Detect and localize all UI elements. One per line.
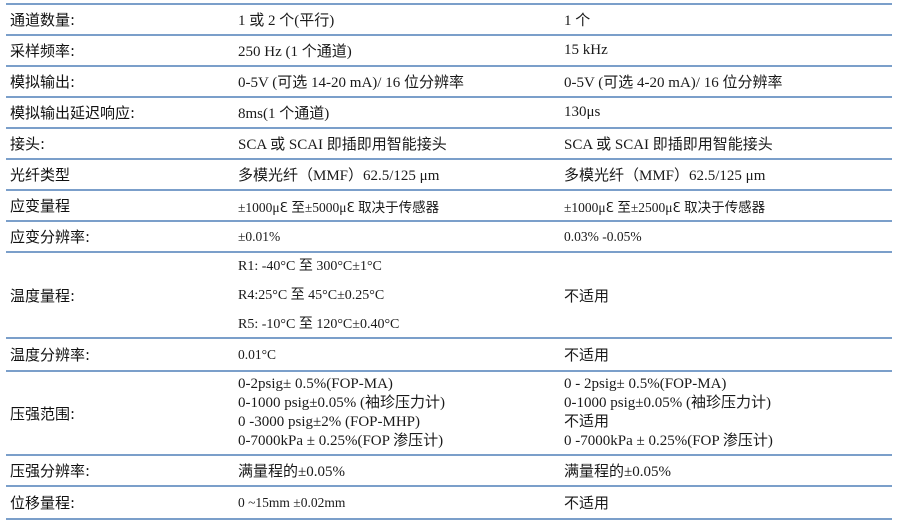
spec-label: 压强范围: — [10, 404, 76, 423]
spec-value-model-1: R1: -40°C 至 300°C±1°C R4:25°C 至 45°C±0.25… — [238, 253, 399, 337]
value-line: 0-1000 psig±0.05% (袖珍压力计) — [564, 395, 771, 411]
value-line: 0-5V (可选 14-20 mA)/ 16 位分辨率 — [238, 75, 464, 91]
table-row: 接头: SCA 或 SCAI 即插即用智能接头 SCA 或 SCAI 即插即用智能接… — [6, 129, 892, 160]
value-line: 15 kHz — [564, 42, 608, 58]
table-row: 通道数量: 1 或 2 个(平行) 1 个 — [6, 5, 892, 36]
table-row: 模拟输出延迟响应: 8ms(1 个通道) 130μs — [6, 98, 892, 129]
spec-label: 通道数量: — [10, 11, 76, 29]
spec-label: 位移量程: — [10, 494, 76, 512]
spec-label: 温度量程: — [10, 286, 76, 305]
spec-value-model-2: ±1000μℇ 至±2500μℇ 取决于传感器 — [564, 191, 765, 220]
value-line: 0 -3000 psig±2% (FOP-MHP) — [238, 414, 420, 430]
value-line: R4:25°C 至 45°C±0.25°C — [238, 287, 385, 303]
table-row: 采样频率: 250 Hz (1 个通道) 15 kHz — [6, 36, 892, 67]
spec-value-model-2: 0-5V (可选 4-20 mA)/ 16 位分辨率 — [564, 67, 782, 96]
value-line: R1: -40°C 至 300°C±1°C — [238, 258, 382, 274]
spec-value-model-2: SCA 或 SCAI 即插即用智能接头 — [564, 129, 773, 158]
value-line: 0-7000kPa ± 0.25%(FOP 渗压计) — [238, 433, 444, 449]
spec-value-model-2: 不适用 — [564, 339, 609, 370]
spec-label: 压强分辨率: — [10, 462, 91, 480]
spec-value-model-1: 0-2psig± 0.5%(FOP-MA) 0-1000 psig±0.05% (… — [238, 372, 445, 454]
value-line: ±1000μℇ 至±5000μℇ 取决于传感器 — [238, 199, 440, 215]
value-line: 0.03% -0.05% — [564, 228, 642, 244]
table-row: 光纤类型 多模光纤（MMF）62.5/125 μm 多模光纤（MMF）62.5/12… — [6, 160, 892, 191]
spec-value-model-1: 8ms(1 个通道) — [238, 98, 329, 127]
spec-value-model-1: ±1000μℇ 至±5000μℇ 取决于传感器 — [238, 191, 439, 220]
value-line: 1 或 2 个(平行) — [238, 13, 335, 29]
value-line: 0 ~15mm ±0.02mm — [238, 494, 346, 510]
value-line: 0 -7000kPa ± 0.25%(FOP 渗压计) — [564, 433, 773, 449]
table-row: 温度量程: R1: -40°C 至 300°C±1°C R4:25°C 至 45°C… — [6, 253, 892, 339]
value-line: 0-5V (可选 4-20 mA)/ 16 位分辨率 — [564, 75, 783, 91]
spec-value-model-2: 15 kHz — [564, 36, 608, 65]
spec-label: 应变分辨率: — [10, 228, 91, 246]
value-line: ±0.01% — [238, 228, 281, 244]
table-row: 压强分辨率: 满量程的±0.05% 满量程的±0.05% — [6, 456, 892, 487]
value-line: 0-2psig± 0.5%(FOP-MA) — [238, 376, 393, 392]
spec-value-model-2: 0.03% -0.05% — [564, 222, 642, 251]
spec-value-model-1: 250 Hz (1 个通道) — [238, 36, 352, 65]
spec-value-model-1: 多模光纤（MMF）62.5/125 μm — [238, 160, 439, 189]
value-line: 满量程的±0.05% — [564, 464, 671, 480]
value-line: 1 个 — [564, 13, 591, 29]
spec-label: 模拟输出延迟响应: — [10, 104, 136, 122]
table-row: 压强范围: 0-2psig± 0.5%(FOP-MA) 0-1000 psig±0.… — [6, 372, 892, 456]
table-row: 温度分辨率: 0.01°C 不适用 — [6, 339, 892, 372]
spec-table: 通道数量: 1 或 2 个(平行) 1 个采样频率: 250 Hz (1 个通道) 15… — [6, 3, 892, 520]
spec-value-model-1: SCA 或 SCAI 即插即用智能接头 — [238, 129, 447, 158]
value-line: 不适用 — [564, 414, 610, 430]
table-row: 模拟输出: 0-5V (可选 14-20 mA)/ 16 位分辨率 0-5V (可选… — [6, 67, 892, 98]
value-line: SCA 或 SCAI 即插即用智能接头 — [238, 137, 447, 153]
spec-value-model-2: 0 - 2psig± 0.5%(FOP-MA) 0-1000 psig±0.05%… — [564, 372, 773, 454]
spec-value-model-1: 0-5V (可选 14-20 mA)/ 16 位分辨率 — [238, 67, 464, 96]
spec-label: 温度分辨率: — [10, 346, 91, 364]
spec-label: 模拟输出: — [10, 73, 76, 91]
value-line: 130μs — [564, 104, 601, 120]
value-line: ±1000μℇ 至±2500μℇ 取决于传感器 — [564, 199, 766, 215]
spec-value-model-1: 1 或 2 个(平行) — [238, 5, 334, 34]
value-line: 0-1000 psig±0.05% (袖珍压力计) — [238, 395, 445, 411]
spec-value-model-2: 1 个 — [564, 5, 590, 34]
spec-value-model-1: 0 ~15mm ±0.02mm — [238, 487, 345, 518]
spec-label: 采样频率: — [10, 42, 76, 60]
value-line: 多模光纤（MMF）62.5/125 μm — [238, 168, 440, 184]
spec-value-model-2: 多模光纤（MMF）62.5/125 μm — [564, 160, 765, 189]
spec-value-model-2: 不适用 — [564, 487, 609, 518]
table-row: 应变量程 ±1000μℇ 至±5000μℇ 取决于传感器 ±1000μℇ 至±250… — [6, 191, 892, 222]
value-line: 不适用 — [564, 348, 610, 364]
spec-label: 光纤类型 — [10, 166, 71, 184]
value-line: 不适用 — [564, 288, 610, 305]
spec-value-model-1: 0.01°C — [238, 339, 276, 370]
table-row: 应变分辨率: ±0.01% 0.03% -0.05% — [6, 222, 892, 253]
spec-label: 应变量程 — [10, 197, 71, 215]
value-line: 多模光纤（MMF）62.5/125 μm — [564, 168, 766, 184]
spec-value-model-1: 满量程的±0.05% — [238, 456, 345, 485]
value-line: 8ms(1 个通道) — [238, 106, 330, 122]
value-line: 0 - 2psig± 0.5%(FOP-MA) — [564, 376, 727, 392]
value-line: 0.01°C — [238, 346, 277, 362]
value-line: 250 Hz (1 个通道) — [238, 44, 352, 60]
value-line: SCA 或 SCAI 即插即用智能接头 — [564, 137, 773, 153]
table-row: 位移量程: 0 ~15mm ±0.02mm 不适用 — [6, 487, 892, 520]
spec-value-model-2: 130μs — [564, 98, 600, 127]
spec-value-model-1: ±0.01% — [238, 222, 280, 251]
spec-value-model-2: 满量程的±0.05% — [564, 456, 671, 485]
spec-label: 接头: — [10, 135, 46, 153]
value-line: 满量程的±0.05% — [238, 464, 345, 480]
spec-value-model-2: 不适用 — [564, 253, 609, 337]
value-line: R5: -10°C 至 120°C±0.40°C — [238, 316, 400, 332]
value-line: 不适用 — [564, 496, 610, 512]
